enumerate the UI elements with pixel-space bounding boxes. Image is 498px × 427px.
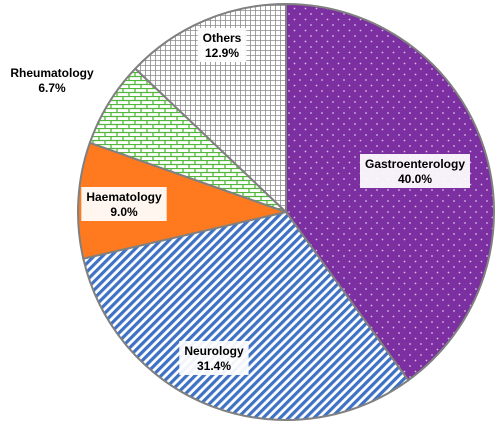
pie-slice-neurology: [82, 210, 410, 421]
slice-category-label: Others: [203, 31, 242, 45]
slice-label-box: [81, 187, 167, 221]
slice-label-box: [197, 28, 247, 62]
slice-value-label: 31.4%: [197, 359, 231, 373]
slice-value-label: 40.0%: [398, 172, 432, 186]
slice-value-label: 9.0%: [110, 205, 138, 219]
slice-category-label: Rheumatology: [10, 66, 94, 80]
slice-category-label: Neurology: [184, 344, 244, 358]
pie-slice-others: [133, 2, 287, 215]
pie-slices: [77, 2, 495, 421]
slice-label-box: [5, 63, 99, 97]
pie-slice-haematology: [77, 141, 290, 260]
slice-category-label: Gastroenterology: [365, 157, 465, 171]
pie-slice-gastroenterology: [285, 2, 495, 382]
slice-value-label: 6.7%: [38, 81, 66, 95]
slice-value-label: 12.9%: [205, 46, 239, 60]
slice-label-box: [360, 154, 470, 188]
slice-category-label: Haematology: [86, 190, 162, 204]
slice-label-box: [179, 341, 249, 375]
